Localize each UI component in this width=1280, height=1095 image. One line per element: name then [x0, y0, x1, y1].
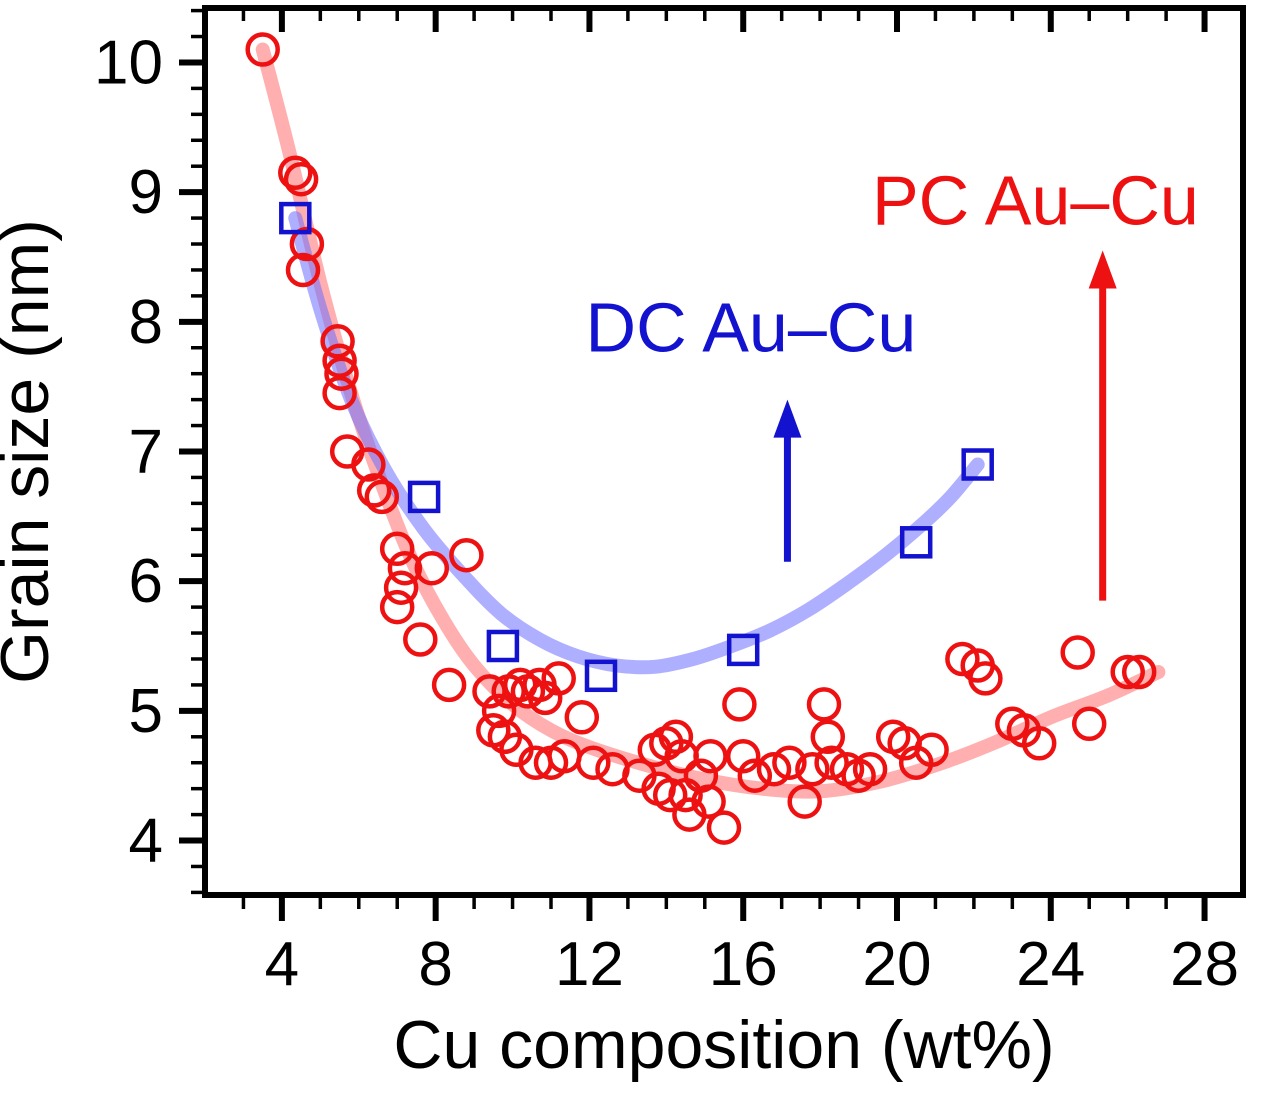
data-point: [322, 375, 357, 411]
data-point: [387, 550, 423, 586]
series-dc-au-cu-markers: [279, 201, 994, 693]
data-point: [564, 700, 600, 735]
y-axis-title: Grain size (nm): [0, 219, 63, 684]
data-point: [795, 751, 830, 787]
data-point: [914, 732, 949, 768]
data-point: [945, 641, 980, 677]
data-point: [431, 667, 467, 703]
data-point: [1110, 654, 1145, 690]
data-point: [320, 324, 355, 359]
x-axis-title: Cu composition (wt%): [393, 1007, 1054, 1083]
y-tick-label: 4: [129, 807, 163, 876]
data-point: [576, 745, 611, 780]
data-point: [961, 448, 994, 481]
data-point: [814, 745, 849, 780]
data-point: [1021, 726, 1057, 761]
axis-ticks: 4 8 12 16 20 24 28 4 5 6 7 8 9 10: [94, 8, 1239, 999]
data-point: [486, 629, 520, 663]
data-point: [283, 161, 319, 197]
arrowhead-icon: [1088, 250, 1117, 289]
data-point: [726, 633, 760, 667]
data-point: [449, 537, 484, 573]
series-pc-au-cu-markers: [245, 32, 1157, 845]
data-point: [725, 738, 761, 774]
x-tick-label: 20: [863, 930, 932, 999]
data-point: [322, 343, 357, 378]
x-tick-label: 16: [709, 930, 778, 999]
x-tick-label: 28: [1170, 930, 1239, 999]
y-tick-label: 5: [129, 677, 163, 746]
trend-line-dc: [288, 211, 985, 675]
data-point: [787, 784, 822, 819]
y-tick-label: 8: [129, 288, 163, 357]
data-point: [756, 751, 792, 787]
data-point: [279, 201, 312, 235]
x-tick-label: 4: [265, 930, 299, 999]
data-point: [852, 751, 888, 787]
data-point: [1060, 635, 1095, 670]
y-tick-label: 9: [129, 158, 163, 227]
data-point: [245, 32, 280, 67]
data-point: [899, 526, 933, 559]
data-point: [383, 570, 419, 605]
data-point: [289, 226, 325, 262]
data-point: [356, 473, 392, 508]
data-point: [324, 356, 359, 391]
x-tick-label: 12: [555, 930, 624, 999]
x-tick-label: 24: [1016, 930, 1085, 999]
data-point: [407, 480, 441, 514]
label-arrow: [773, 399, 802, 562]
data-point: [658, 719, 694, 755]
data-point: [414, 550, 450, 586]
data-point: [806, 687, 842, 722]
data-point: [278, 155, 313, 190]
data-point: [772, 745, 807, 780]
series-label: DC Au–Cu: [586, 289, 917, 367]
data-point: [379, 531, 415, 567]
data-point: [652, 777, 688, 813]
data-point: [351, 447, 386, 482]
data-point: [706, 810, 742, 845]
data-point: [968, 661, 1003, 696]
data-point: [1121, 654, 1157, 690]
label-arrow: [1088, 250, 1117, 601]
data-point: [722, 687, 757, 722]
data-point: [810, 719, 846, 755]
data-point: [584, 659, 618, 693]
data-point: [693, 738, 728, 774]
data-point: [481, 693, 517, 729]
arrowhead-icon: [773, 399, 802, 438]
data-point: [379, 589, 415, 625]
y-tick-label: 7: [129, 418, 163, 487]
data-point: [737, 758, 773, 793]
data-point: [1071, 706, 1107, 742]
data-point: [403, 622, 438, 657]
data-point: [541, 661, 576, 696]
x-tick-label: 8: [418, 930, 452, 999]
data-point: [691, 784, 726, 819]
data-point: [285, 252, 321, 288]
data-point: [364, 479, 400, 515]
y-tick-label: 6: [129, 547, 163, 616]
y-tick-label: 10: [94, 28, 163, 97]
series-label: PC Au–Cu: [872, 162, 1199, 240]
